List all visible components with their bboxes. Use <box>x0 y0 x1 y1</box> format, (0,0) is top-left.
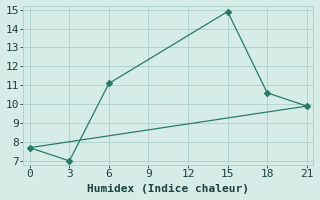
X-axis label: Humidex (Indice chaleur): Humidex (Indice chaleur) <box>87 184 249 194</box>
